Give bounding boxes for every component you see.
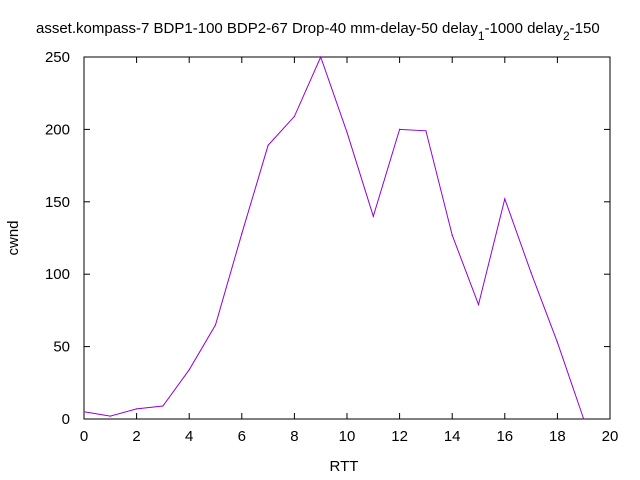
data-point (556, 341, 559, 343)
y-tick-label: 100 (45, 266, 70, 283)
data-point (293, 115, 295, 117)
data-point (136, 408, 138, 410)
x-tick-label: 14 (444, 428, 461, 445)
data-point (372, 215, 374, 217)
x-tick-label: 12 (391, 428, 408, 445)
y-tick-labels: 0 50 100 150 200 250 (45, 49, 70, 428)
data-point (83, 411, 85, 413)
data-point (346, 131, 348, 133)
y-axis-label: cwnd (5, 220, 22, 255)
x-tick-label: 10 (339, 428, 356, 445)
data-point (267, 144, 269, 146)
x-tick-label: 6 (238, 428, 246, 445)
data-point (425, 130, 427, 132)
x-tick-label: 4 (185, 428, 193, 445)
x-tick-label: 16 (496, 428, 513, 445)
x-tick-label: 18 (549, 428, 566, 445)
data-point (530, 272, 532, 274)
data-point (320, 56, 322, 58)
data-point (477, 304, 480, 306)
data-point (214, 324, 217, 326)
data-point (399, 128, 401, 130)
x-axis-label: RTT (330, 458, 359, 475)
data-point (109, 415, 111, 417)
y-tick-label: 200 (45, 121, 70, 138)
y-tick-label: 50 (53, 339, 70, 356)
y-tick-label: 250 (45, 49, 70, 66)
chart-title: asset.kompass-7 BDP1-100 BDP2-67 Drop-40… (36, 20, 600, 43)
data-point (583, 418, 585, 420)
series-line (83, 55, 585, 420)
x-tick-label: 2 (132, 428, 140, 445)
x-tick-label: 20 (602, 428, 619, 445)
x-tick-labels: 0 2 4 6 8 10 12 14 16 18 20 (80, 428, 619, 445)
data-point (241, 233, 243, 235)
y-tick-label: 0 (62, 411, 70, 428)
x-tick-label: 8 (290, 428, 298, 445)
axis-ticks (83, 56, 611, 420)
data-point (162, 405, 164, 407)
data-point (188, 369, 190, 371)
plot-frame (83, 56, 611, 420)
data-point (451, 234, 453, 236)
x-tick-label: 0 (80, 428, 88, 445)
y-tick-label: 150 (45, 194, 70, 211)
series-group (83, 55, 585, 420)
data-point (504, 198, 506, 200)
